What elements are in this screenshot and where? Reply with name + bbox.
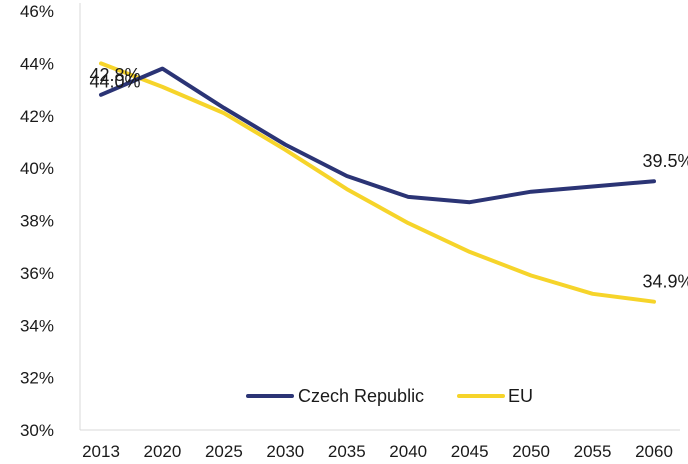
x-tick-label: 2020: [144, 442, 182, 459]
x-tick-label: 2055: [574, 442, 612, 459]
x-tick-label: 2025: [205, 442, 243, 459]
series-line-czech-republic: [99, 66, 656, 205]
x-tick-label: 2045: [451, 442, 489, 459]
legend: Czech Republic EU: [246, 386, 533, 406]
y-tick-label: 44%: [20, 54, 54, 73]
series-line-eu: [99, 61, 656, 304]
x-tick-label: 2050: [512, 442, 550, 459]
x-tick-label: 2030: [266, 442, 304, 459]
x-tick-label: 2013: [82, 442, 120, 459]
y-tick-label: 38%: [20, 212, 54, 231]
data-label: 34.9%: [642, 272, 688, 292]
x-tick-label: 2040: [389, 442, 427, 459]
data-label: 42.8%: [89, 65, 140, 85]
y-tick-label: 32%: [20, 369, 54, 388]
y-tick-label: 30%: [20, 421, 54, 440]
legend-label-eu: EU: [508, 386, 533, 406]
x-tick-label: 2035: [328, 442, 366, 459]
data-label: 44.0%: [89, 71, 140, 91]
data-label: 39.5%: [642, 151, 688, 171]
series-layer: [99, 61, 656, 304]
axes-layer: 30% 32% 34% 36% 38% 40% 42% 44% 46% 2013 2020 2025 2…: [20, 2, 680, 461]
y-tick-label: 34%: [20, 316, 54, 335]
y-tick-label: 36%: [20, 264, 54, 283]
legend-label-czech-republic: Czech Republic: [298, 386, 424, 406]
x-tick-label: 2060: [635, 442, 673, 459]
data-labels-layer: 42.8%44.0% 39.5% 34.9%: [89, 65, 688, 292]
y-tick-label: 46%: [20, 2, 54, 21]
y-tick-label: 42%: [20, 107, 54, 126]
y-tick-label: 40%: [20, 159, 54, 178]
